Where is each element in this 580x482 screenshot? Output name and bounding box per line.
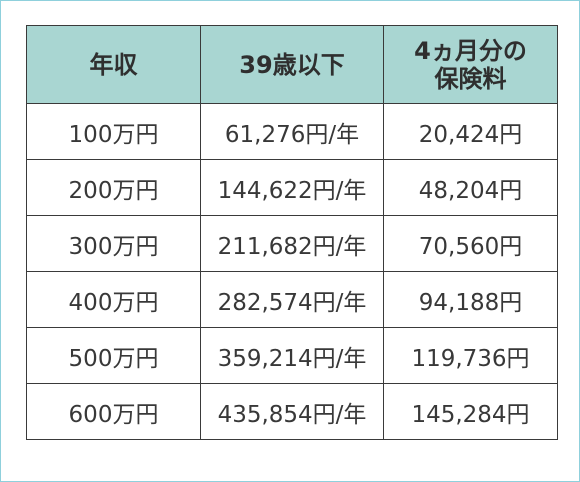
four-month-premium-cell: 48,204円	[383, 159, 558, 216]
income-cell: 300万円	[26, 215, 201, 272]
table-row: 500万円 359,214円/年 119,736円	[26, 327, 558, 384]
annual-premium-cell: 61,276円/年	[200, 103, 384, 160]
four-month-premium-cell: 119,736円	[383, 327, 558, 384]
table-row: 100万円 61,276円/年 20,424円	[26, 103, 558, 160]
income-cell: 200万円	[26, 159, 201, 216]
header-row: 年収 39歳以下 4ヵ月分の 保険料	[26, 25, 558, 104]
annual-premium-cell: 435,854円/年	[200, 383, 384, 440]
header-four-month-line2: 保険料	[434, 64, 507, 93]
header-four-month-premium: 4ヵ月分の 保険料	[383, 25, 558, 104]
header-annual-premium: 39歳以下	[200, 25, 384, 104]
insurance-premium-table: 年収 39歳以下 4ヵ月分の 保険料 100万円 61,276円/年 20,42…	[26, 25, 558, 440]
table-row: 600万円 435,854円/年 145,284円	[26, 383, 558, 440]
four-month-premium-cell: 20,424円	[383, 103, 558, 160]
annual-premium-cell: 359,214円/年	[200, 327, 384, 384]
four-month-premium-cell: 70,560円	[383, 215, 558, 272]
annual-premium-cell: 282,574円/年	[200, 271, 384, 328]
four-month-premium-cell: 145,284円	[383, 383, 558, 440]
annual-premium-cell: 211,682円/年	[200, 215, 384, 272]
header-four-month-line1: 4ヵ月分の	[414, 36, 527, 65]
table-row: 200万円 144,622円/年 48,204円	[26, 159, 558, 216]
income-cell: 500万円	[26, 327, 201, 384]
header-income: 年収	[26, 25, 201, 104]
annual-premium-cell: 144,622円/年	[200, 159, 384, 216]
income-cell: 600万円	[26, 383, 201, 440]
income-cell: 100万円	[26, 103, 201, 160]
four-month-premium-cell: 94,188円	[383, 271, 558, 328]
income-cell: 400万円	[26, 271, 201, 328]
table-row: 300万円 211,682円/年 70,560円	[26, 215, 558, 272]
table-row: 400万円 282,574円/年 94,188円	[26, 271, 558, 328]
